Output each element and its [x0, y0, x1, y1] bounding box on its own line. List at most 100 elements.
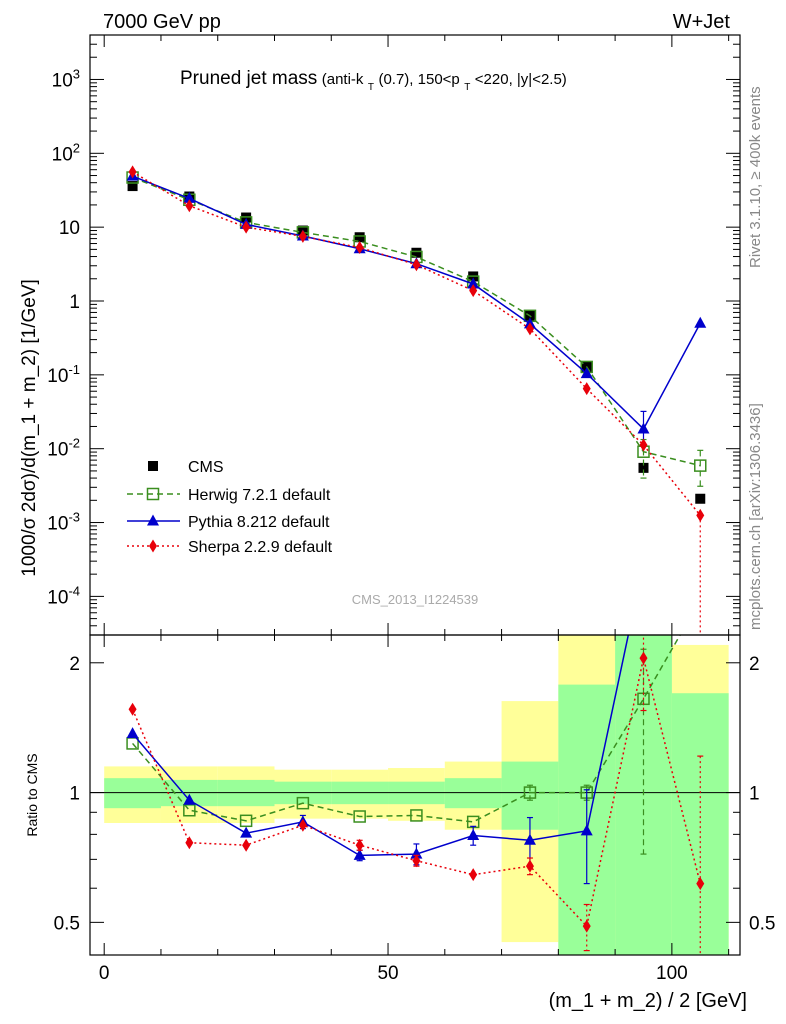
main-point-sherpa [185, 199, 194, 213]
main-point-sherpa [412, 258, 421, 272]
main-y-tick-label: 103 [52, 66, 80, 91]
band-inner-bin [104, 778, 161, 809]
main-point-sherpa [696, 508, 705, 522]
rivet-label: Rivet 3.1.10, ≥ 400k events [747, 86, 764, 268]
ratio-point-sherpa [185, 836, 194, 850]
header-right: W+Jet [673, 11, 731, 33]
ratio-y-tick-label-left: 2 [69, 654, 80, 675]
title-main: Pruned jet mass [180, 68, 317, 89]
ratio-point-herwig [239, 814, 253, 828]
main-point-sherpa [525, 322, 534, 336]
main-y-tick-label: 10-4 [47, 583, 80, 608]
main-point-sherpa [242, 220, 251, 234]
ratio-series-sherpa [128, 635, 705, 955]
ratio-point-herwig [296, 796, 310, 810]
ratio-point-pythia [183, 793, 196, 805]
main-series-sherpa [128, 165, 705, 635]
main-point-cms [695, 493, 706, 504]
main-series-herwig [126, 171, 707, 487]
x-tick-label: 50 [377, 963, 398, 984]
title-sub-0: (anti-k [322, 71, 364, 88]
title-sub-1: T [368, 82, 374, 93]
ratio-bands [104, 635, 729, 955]
ratio-point-pythia [467, 829, 480, 841]
ratio-point-herwig [410, 809, 423, 822]
main-point-sherpa [128, 165, 137, 179]
ratio-point-pythia [523, 833, 536, 845]
ratio-point-herwig [523, 786, 537, 799]
tick-base: 10 [47, 587, 68, 608]
tick-exp: -4 [68, 583, 80, 598]
ratio-point-sherpa [639, 651, 648, 665]
tick-base: 10 [52, 144, 73, 165]
main-ylabel: 1000/σ 2dσ)/d(m_1 + m_2) [1/GeV] [19, 279, 40, 577]
main-point-cms [127, 181, 138, 192]
x-tick-label: 0 [99, 963, 110, 984]
ratio-point-pythia [240, 826, 253, 838]
main-y-tick-label: 10-3 [47, 510, 80, 535]
mcplots-label: mcplots.cern.ch [arXiv:1306.3436] [747, 403, 764, 630]
main-y-tick-label: 102 [52, 140, 80, 165]
tick-exp: 2 [73, 140, 80, 155]
title-sub-2: (0.7), 150<p [378, 71, 459, 88]
ratio-xlabel: (m_1 + m_2) / 2 [GeV] [549, 990, 747, 1012]
tick-exp: 3 [73, 66, 80, 81]
ratio-point-pythia [580, 824, 593, 836]
main-line-pythia [132, 175, 701, 431]
ratio-point-herwig [353, 810, 366, 823]
ratio-point-herwig [183, 803, 196, 817]
header-left: 7000 GeV pp [103, 11, 221, 33]
legend-marker-herwig [146, 487, 160, 501]
main-point-sherpa [355, 241, 364, 255]
main-y-tick-label: 10-1 [47, 362, 80, 387]
main-y-tick-label: 10 [59, 218, 80, 239]
ratio-point-sherpa [242, 838, 251, 852]
main-series-cms [127, 181, 706, 504]
main-point-sherpa [298, 229, 307, 243]
ratio-frame [89, 634, 741, 956]
tick-exp: -1 [68, 362, 80, 377]
ratio-y-tick-label-right: 1 [749, 784, 760, 805]
legend-marker-cms [148, 461, 158, 471]
main-point-pythia [580, 367, 593, 379]
ratio-line-herwig [132, 635, 681, 823]
ratio-point-sherpa [696, 877, 705, 891]
ratio-point-sherpa [298, 818, 307, 832]
tick-exp: -3 [68, 510, 80, 525]
main-point-pythia [694, 316, 707, 328]
legend-label-cms: CMS [188, 459, 224, 476]
legend-label-sherpa: Sherpa 2.2.9 default [188, 539, 333, 556]
ratio-y-tick-label-left: 0.5 [54, 913, 80, 934]
ratio-point-sherpa [525, 859, 534, 873]
ratio-y-tick-label-right: 0.5 [749, 913, 775, 934]
main-point-pythia [467, 277, 480, 289]
ratio-y-tick-label-left: 1 [69, 784, 80, 805]
tick-base: 10 [47, 366, 68, 387]
legend: CMS Herwig 7.2.1 default Pythia 8.212 defa… [127, 459, 333, 556]
ratio-point-sherpa [469, 868, 478, 882]
tick-base: 10 [52, 70, 73, 91]
band-inner-bin [671, 693, 729, 955]
ratio-point-sherpa [412, 854, 421, 868]
main-point-pythia [637, 422, 650, 434]
ratio-point-sherpa [128, 702, 137, 716]
main-point-sherpa [582, 382, 591, 396]
ratio-ylabel: Ratio to CMS [24, 753, 40, 836]
ratio-point-pythia [637, 557, 649, 568]
legend-label-pythia: Pythia 8.212 default [188, 514, 330, 531]
main-series-pythia [126, 169, 707, 447]
main-y-tick-label: 10-2 [47, 436, 80, 461]
tick-base: 10 [47, 440, 68, 461]
ratio-y-tick-label-right: 2 [749, 654, 760, 675]
legend-marker-pythia [147, 514, 159, 526]
main-point-cms [354, 232, 365, 243]
tick-base: 10 [47, 514, 68, 535]
main-line-herwig [132, 176, 701, 467]
band-inner-bin [444, 778, 502, 809]
legend-label-herwig: Herwig 7.2.1 default [188, 487, 331, 504]
plot-title: Pruned jet mass (anti-k T (0.7), 150<p T… [180, 68, 567, 94]
x-tick-label: 100 [656, 963, 688, 984]
main-point-sherpa [469, 284, 478, 298]
